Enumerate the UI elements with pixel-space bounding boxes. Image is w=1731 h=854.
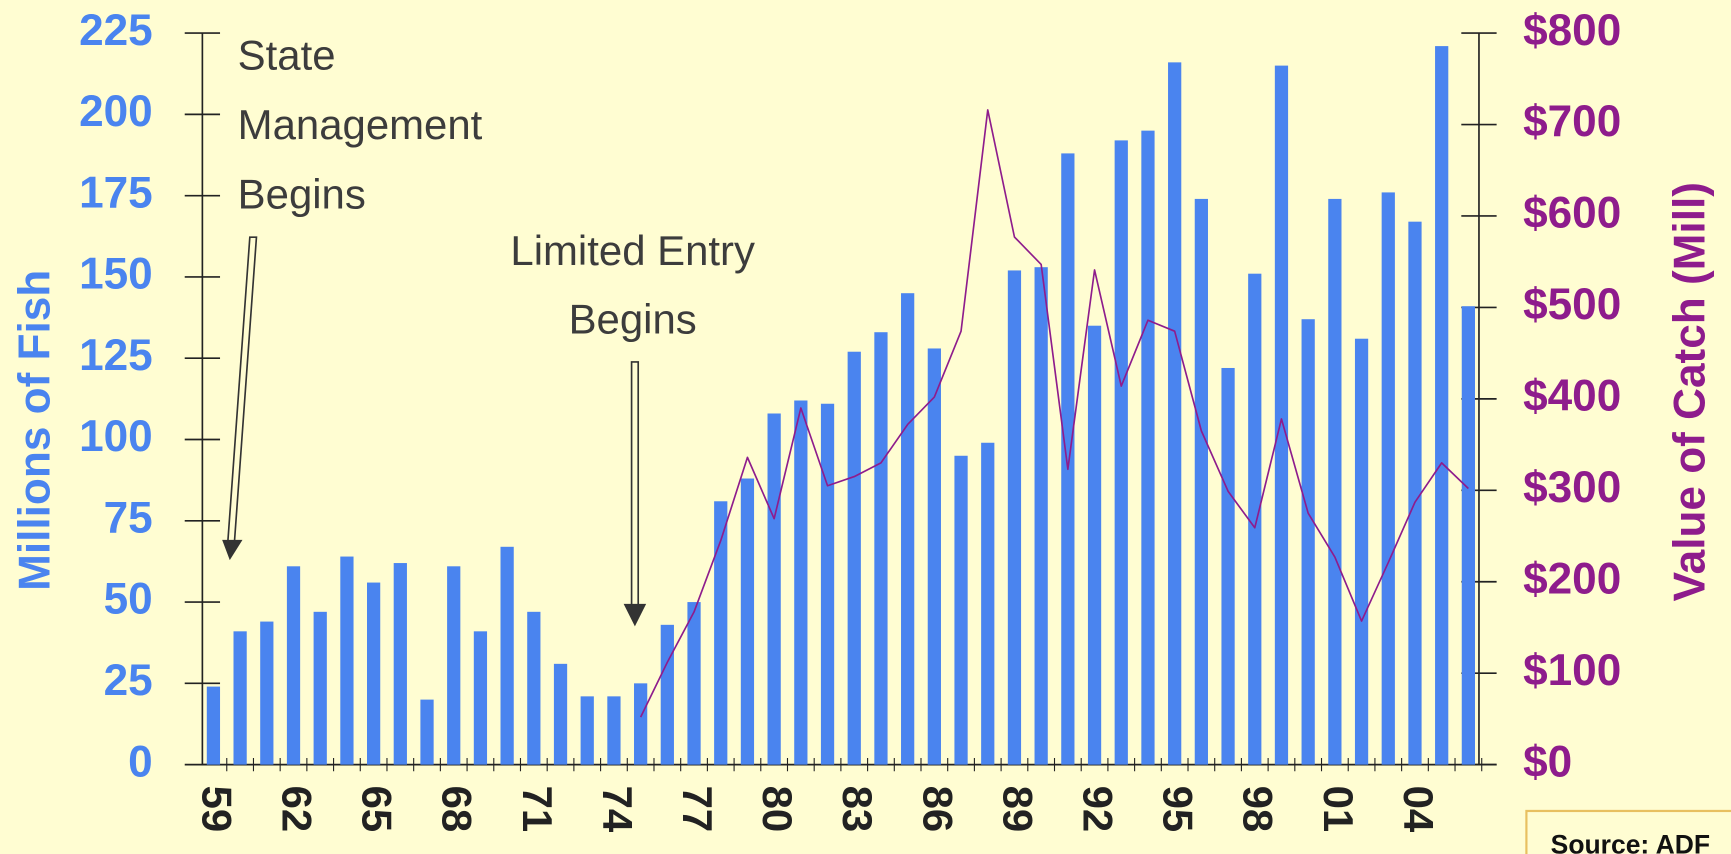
bar xyxy=(847,351,861,765)
bar xyxy=(233,631,247,765)
x-tick-label: 77 xyxy=(674,786,721,833)
y-tick-label: 100 xyxy=(79,412,153,461)
bar xyxy=(927,348,941,765)
line xyxy=(639,109,1469,718)
bar xyxy=(1087,325,1102,765)
annotation: Begins xyxy=(569,295,697,342)
bar xyxy=(500,546,514,765)
x-tick-label: 71 xyxy=(514,786,561,833)
bar xyxy=(206,686,221,765)
x-tick-label: 68 xyxy=(434,786,481,833)
bar xyxy=(420,699,434,765)
y-tick-label: 150 xyxy=(79,250,153,299)
bar xyxy=(1381,192,1395,765)
y-tick-label: 25 xyxy=(104,656,153,705)
bar xyxy=(286,566,301,765)
y2-tick-label: $200 xyxy=(1523,554,1621,603)
annotation: Limited Entry xyxy=(510,227,755,274)
annotation: Management xyxy=(238,101,483,148)
x-tick-label: 59 xyxy=(193,786,240,833)
bar xyxy=(1328,198,1342,765)
y2-tick-label: $800 xyxy=(1523,6,1621,55)
x-tick-label: 62 xyxy=(273,786,320,833)
arrows xyxy=(222,236,647,627)
bar xyxy=(714,501,728,765)
bar xyxy=(660,624,674,765)
bar xyxy=(393,563,407,765)
bar xyxy=(1061,153,1075,765)
x-tick-label: 74 xyxy=(594,786,641,833)
y2-axis-title: Value of Catch (Mill) xyxy=(1666,182,1715,601)
bar xyxy=(527,611,541,765)
source-box xyxy=(1525,809,1731,854)
y-tick-label: 175 xyxy=(79,168,153,217)
bar xyxy=(981,442,995,765)
bar xyxy=(687,602,701,765)
x-tick-label: 95 xyxy=(1155,786,1202,833)
y-tick-label: 125 xyxy=(79,331,153,380)
y-tick-label: 200 xyxy=(79,87,153,136)
source: Source: ADF xyxy=(1551,829,1710,854)
y-tick-label: 0 xyxy=(128,737,153,786)
x-tick-label: 86 xyxy=(914,786,961,833)
bar xyxy=(740,478,755,765)
bar xyxy=(767,413,781,765)
y2-tick-label: $100 xyxy=(1523,646,1621,695)
x-tick-label: 98 xyxy=(1235,786,1282,833)
y2-tick-label: $500 xyxy=(1523,280,1621,329)
bar xyxy=(1007,270,1022,765)
x-tick-label: 04 xyxy=(1395,786,1442,833)
y-tick-label: 225 xyxy=(79,6,153,55)
bar xyxy=(954,455,968,765)
y2-tick-label: $600 xyxy=(1523,189,1621,238)
bar xyxy=(580,696,594,765)
y-tick-label: 75 xyxy=(104,493,153,542)
bar xyxy=(260,621,274,765)
x-tick-label: 92 xyxy=(1074,786,1121,833)
bar xyxy=(1034,267,1048,765)
bar xyxy=(794,400,808,765)
bar xyxy=(340,556,354,765)
bar xyxy=(1221,367,1235,765)
bar xyxy=(473,631,488,765)
bar xyxy=(313,611,327,765)
y2-tick-label: $400 xyxy=(1523,372,1621,421)
x-tick-label: 65 xyxy=(354,786,401,833)
bar xyxy=(1248,273,1262,765)
bar xyxy=(1274,65,1289,765)
bar xyxy=(820,403,835,765)
bar xyxy=(901,293,915,765)
y2-tick-label: $300 xyxy=(1523,463,1621,512)
bar xyxy=(1301,319,1315,765)
x-tick-label: 80 xyxy=(754,786,801,833)
x-tick-label: 01 xyxy=(1315,786,1362,833)
bar xyxy=(1194,198,1208,765)
bar xyxy=(1141,130,1155,765)
bar xyxy=(1461,306,1475,765)
bar xyxy=(874,332,888,765)
bar xyxy=(1354,338,1369,765)
bar xyxy=(1168,62,1182,765)
x-tick-label: 89 xyxy=(994,786,1041,833)
bar xyxy=(447,566,461,765)
annotation: State xyxy=(238,32,336,79)
y2-tick-label: $700 xyxy=(1523,97,1621,146)
annotation: Begins xyxy=(238,171,366,218)
y-tick-label: 50 xyxy=(104,575,153,624)
bar xyxy=(553,663,568,765)
bar xyxy=(367,582,381,765)
y-axis-title: Millions of Fish xyxy=(11,270,60,591)
bar xyxy=(1435,46,1449,765)
bar xyxy=(634,683,648,765)
y2-tick-label: $0 xyxy=(1523,737,1572,786)
bar xyxy=(1114,140,1128,765)
x-tick-label: 83 xyxy=(834,786,881,833)
bar xyxy=(1408,221,1422,765)
arrow-head xyxy=(222,539,243,561)
arrow-head xyxy=(623,603,647,627)
bar xyxy=(607,696,621,765)
